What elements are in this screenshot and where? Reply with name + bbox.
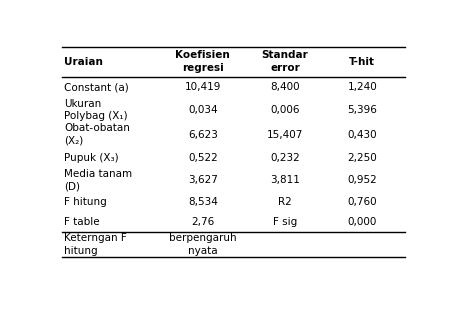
Text: 8,534: 8,534 <box>187 198 217 207</box>
Text: Uraian: Uraian <box>64 57 103 67</box>
Text: 0,000: 0,000 <box>347 217 376 227</box>
Text: 2,76: 2,76 <box>191 217 214 227</box>
Text: 1,240: 1,240 <box>347 82 376 92</box>
Text: Keterngan F
hitung: Keterngan F hitung <box>64 233 126 256</box>
Text: 0,232: 0,232 <box>270 153 299 163</box>
Text: 5,396: 5,396 <box>347 105 376 115</box>
Text: F table: F table <box>64 217 100 227</box>
Text: 0,006: 0,006 <box>270 105 299 115</box>
Text: 2,250: 2,250 <box>347 153 376 163</box>
Text: Constant (a): Constant (a) <box>64 82 128 92</box>
Text: F sig: F sig <box>273 217 297 227</box>
Text: 8,400: 8,400 <box>270 82 299 92</box>
Text: 3,811: 3,811 <box>270 175 299 185</box>
Text: Obat-obatan
(X₂): Obat-obatan (X₂) <box>64 123 130 146</box>
Text: Koefisien
regresi: Koefisien regresi <box>175 50 230 73</box>
Text: 0,522: 0,522 <box>187 153 217 163</box>
Text: Pupuk (X₃): Pupuk (X₃) <box>64 153 118 163</box>
Text: 6,623: 6,623 <box>187 130 217 140</box>
Text: T-hit: T-hit <box>349 57 374 67</box>
Text: 0,430: 0,430 <box>347 130 376 140</box>
Text: Ukuran
Polybag (X₁): Ukuran Polybag (X₁) <box>64 99 127 121</box>
Text: R2: R2 <box>278 198 291 207</box>
Text: Standar
error: Standar error <box>261 50 308 73</box>
Text: 0,952: 0,952 <box>347 175 376 185</box>
Text: 0,034: 0,034 <box>187 105 217 115</box>
Text: 10,419: 10,419 <box>184 82 221 92</box>
Text: 15,407: 15,407 <box>266 130 303 140</box>
Text: 0,760: 0,760 <box>347 198 376 207</box>
Text: F hitung: F hitung <box>64 198 106 207</box>
Text: 3,627: 3,627 <box>187 175 217 185</box>
Text: berpengaruh
nyata: berpengaruh nyata <box>169 233 236 256</box>
Text: Media tanam
(D): Media tanam (D) <box>64 169 132 192</box>
